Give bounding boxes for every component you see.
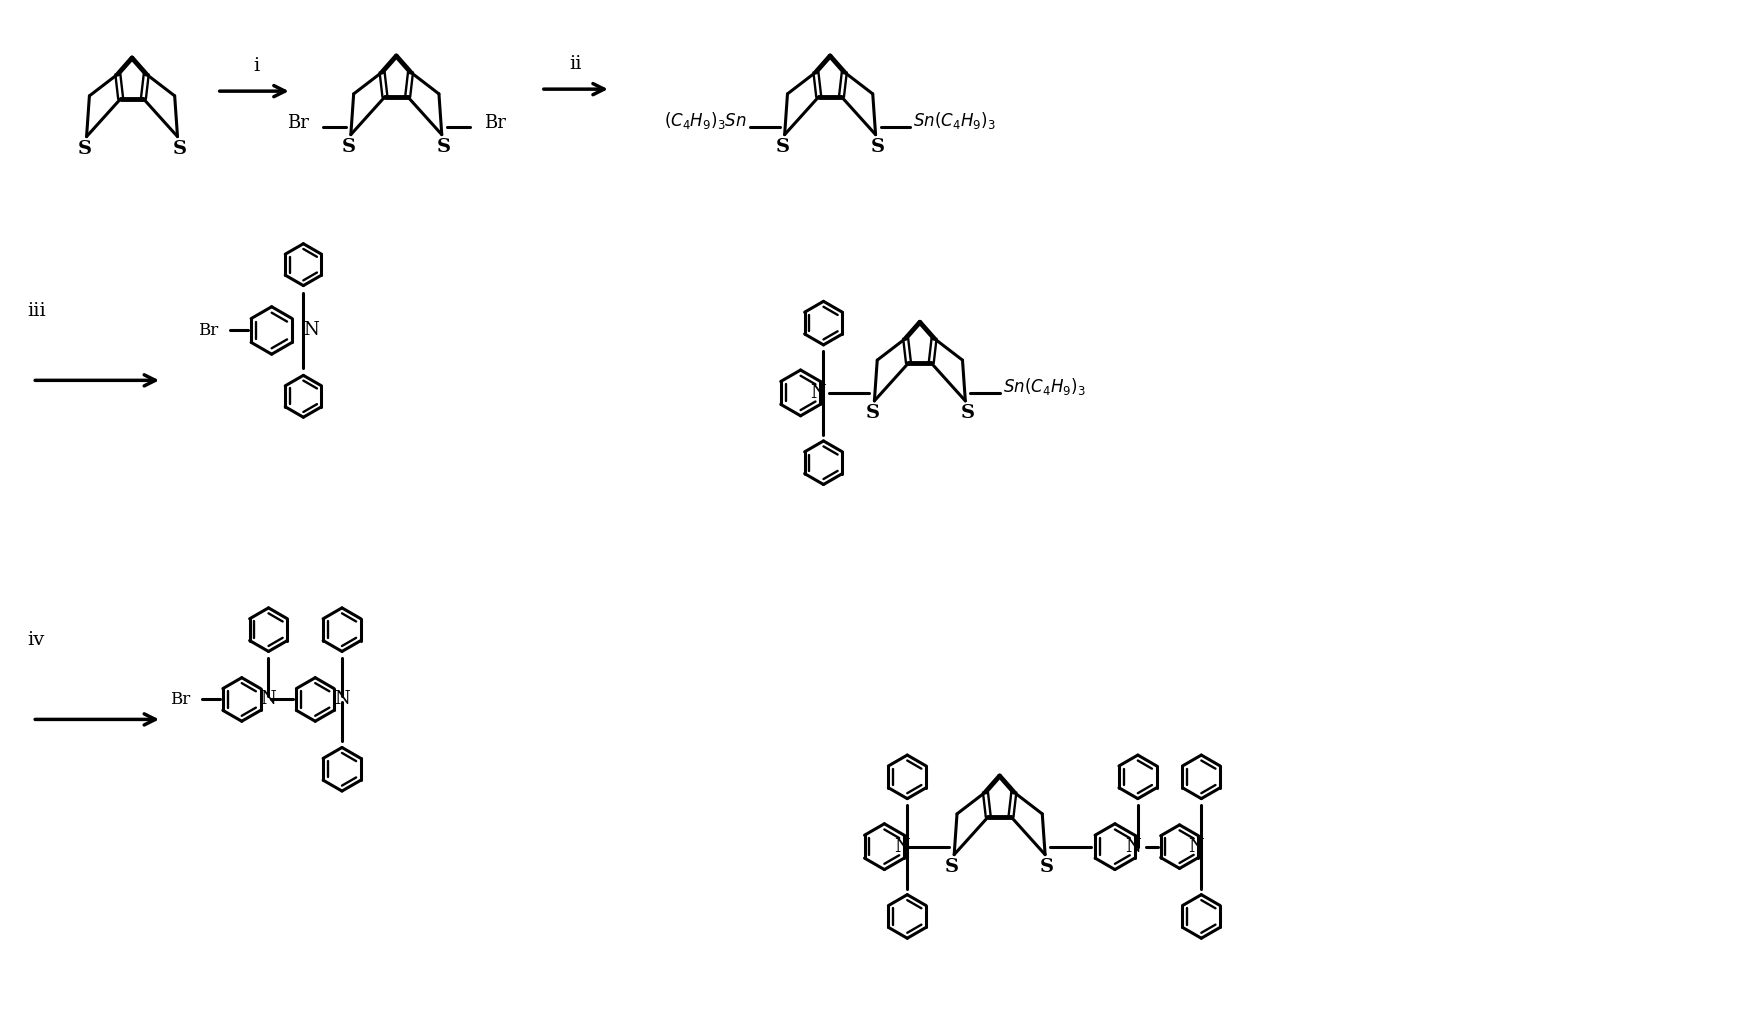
Text: S: S [343,137,356,155]
Text: Br: Br [287,114,310,131]
Text: S: S [436,137,450,155]
Text: ii: ii [570,55,583,74]
Text: N: N [1188,837,1203,856]
Text: $(C_4H_9)_3Sn$: $(C_4H_9)_3Sn$ [664,110,746,131]
Text: N: N [810,383,826,402]
Text: N: N [1125,837,1141,856]
Text: S: S [960,404,974,422]
Text: i: i [254,58,259,76]
Text: iii: iii [28,302,45,320]
Text: N: N [303,322,320,339]
Text: Br: Br [198,322,217,339]
Text: $Sn(C_4H_9)_3$: $Sn(C_4H_9)_3$ [913,110,996,131]
Text: S: S [172,139,186,157]
Text: S: S [946,858,960,876]
Text: S: S [871,137,885,155]
Text: S: S [776,137,790,155]
Text: $Sn(C_4H_9)_3$: $Sn(C_4H_9)_3$ [1003,376,1085,398]
Text: N: N [894,837,909,856]
Text: iv: iv [28,631,45,649]
Text: S: S [78,139,92,157]
Text: S: S [866,404,880,422]
Text: S: S [1040,858,1054,876]
Text: Br: Br [170,691,190,708]
Text: N: N [261,690,277,708]
Text: Br: Br [483,114,506,131]
Text: N: N [334,690,350,708]
